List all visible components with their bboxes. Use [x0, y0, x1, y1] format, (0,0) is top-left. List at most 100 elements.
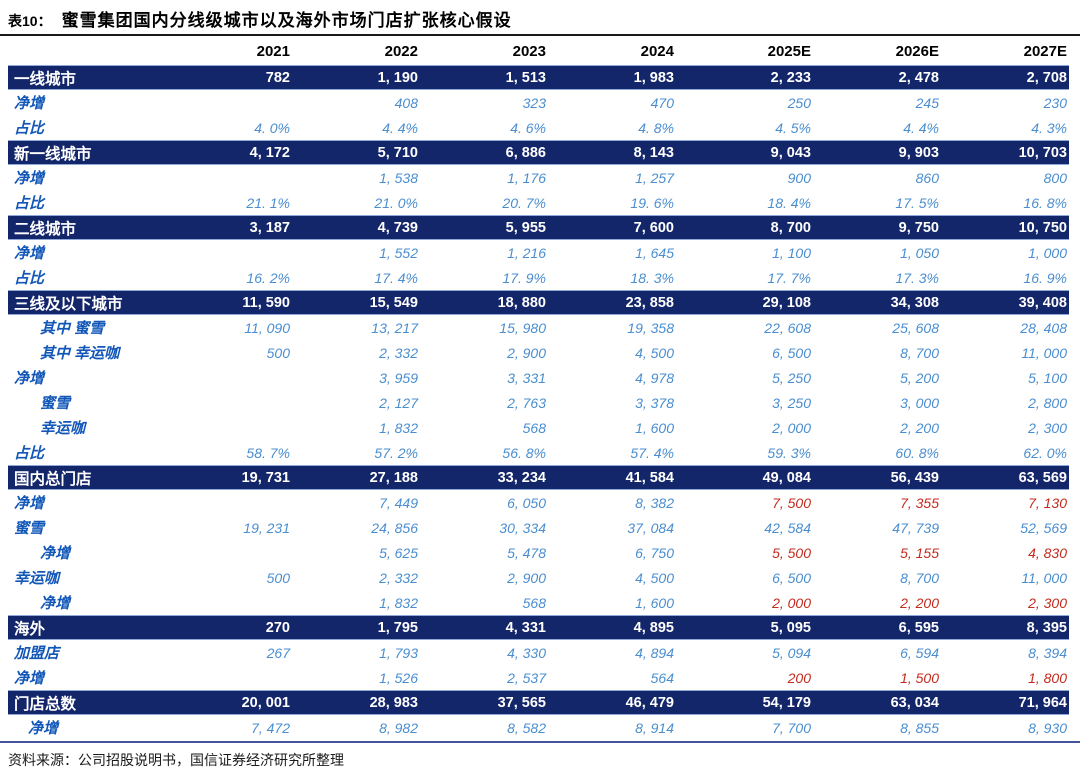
table-cell: 10, 750 [1018, 219, 1067, 236]
row-label: 其中 幸运咖 [40, 345, 120, 362]
table-row: 净增 1, 526 2, 537 564 200 1, 500 1, 800 [8, 665, 1069, 690]
table-cell: 2, 763 [507, 394, 546, 411]
row-label: 门店总数 [14, 695, 77, 713]
table-cell: 230 [1043, 94, 1067, 111]
table-row: 净增 3, 959 3, 331 4, 978 5, 250 5, 200 5, 100 [8, 365, 1069, 390]
table-cell: 900 [787, 169, 811, 186]
table-cell: 17. 4% [374, 269, 418, 286]
table-cell: 2, 478 [898, 69, 939, 86]
row-label: 国内总门店 [14, 470, 92, 488]
table-cell: 19, 731 [241, 469, 290, 486]
table-cell: 59. 3% [767, 444, 811, 461]
table-row: 加盟店 267 1, 793 4, 330 4, 894 5, 094 6, 594 8, 3… [8, 640, 1069, 665]
source-note: 资料来源：公司招股说明书，国信证券经济研究所整理 [8, 752, 344, 768]
table-cell: 245 [915, 94, 939, 111]
table-cell: 24, 856 [371, 519, 418, 536]
table-cell: 4. 3% [1031, 119, 1067, 136]
table-cell: 7, 355 [900, 494, 939, 511]
table-cell: 5, 094 [772, 644, 811, 661]
table-cell: 1, 645 [635, 244, 674, 261]
table-cell: 470 [650, 94, 674, 111]
table-row: 净增 1, 552 1, 216 1, 645 1, 100 1, 050 1, 000 [8, 240, 1069, 265]
row-label: 净增 [14, 95, 45, 112]
row-label: 海外 [14, 620, 46, 638]
row-label: 占比 [14, 270, 45, 287]
table-cell: 62. 0% [1023, 444, 1067, 461]
table-cell: 8, 394 [1028, 644, 1067, 661]
table-cell: 5, 500 [772, 544, 811, 561]
table-cell: 1, 000 [1028, 244, 1067, 261]
table-cell: 23, 858 [625, 294, 674, 311]
table-cell: 3, 331 [507, 369, 546, 386]
table-row: 占比 21. 1% 21. 0% 20. 7% 19. 6% 18. 4% 17. 5% 16… [8, 190, 1069, 215]
table-cell: 9, 043 [770, 144, 811, 161]
table-cell: 4, 500 [635, 569, 674, 586]
table-cell: 28, 983 [369, 694, 418, 711]
table-cell: 323 [522, 94, 546, 111]
table-cell: 3, 378 [635, 394, 674, 411]
table-row: 其中 幸运咖 500 2, 332 2, 900 4, 500 6, 500 8, 700 1… [8, 340, 1069, 365]
table-cell: 6, 886 [505, 144, 546, 161]
title-divider [0, 34, 1080, 36]
table-cell: 2, 332 [379, 569, 418, 586]
table-cell: 21. 0% [374, 194, 418, 211]
table-cell: 4. 0% [254, 119, 290, 136]
column-header: 2025E [767, 43, 811, 60]
table-title-row: 表10： 蜜雪集团国内分线级城市以及海外市场门店扩张核心假设 [0, 0, 1080, 34]
table-cell: 1, 795 [377, 619, 418, 636]
table-cell: 6, 500 [772, 569, 811, 586]
table-cell: 1, 832 [379, 594, 418, 611]
table-cell: 7, 130 [1028, 494, 1067, 511]
table-cell: 47, 739 [892, 519, 939, 536]
table-cell: 1, 500 [900, 669, 939, 686]
row-label: 蜜雪 [14, 520, 45, 537]
table-row: 净增 5, 625 5, 478 6, 750 5, 500 5, 155 4, 830 [8, 540, 1069, 565]
table-cell: 4, 894 [635, 644, 674, 661]
table-cell: 267 [266, 644, 290, 661]
table-cell: 4. 4% [382, 119, 418, 136]
table-cell: 19. 6% [630, 194, 674, 211]
table-cell: 8, 930 [1028, 719, 1067, 736]
table-cell: 568 [522, 594, 546, 611]
store-expansion-table: 2021 2022 2023 2024 2025E 2026E 2027E 一线城市 782 1… [8, 38, 1069, 740]
table-cell: 500 [266, 344, 290, 361]
table-cell: 20, 001 [241, 694, 290, 711]
table-cell: 63, 569 [1018, 469, 1067, 486]
table-cell: 1, 983 [633, 69, 674, 86]
table-cell: 17. 7% [767, 269, 811, 286]
table-cell: 3, 250 [772, 394, 811, 411]
table-cell: 54, 179 [762, 694, 811, 711]
table-cell: 8, 395 [1026, 619, 1067, 636]
table-row: 二线城市 3, 187 4, 739 5, 955 7, 600 8, 700 9, 750… [8, 215, 1069, 240]
row-label: 净增 [14, 370, 45, 387]
page-title: 蜜雪集团国内分线级城市以及海外市场门店扩张核心假设 [61, 11, 512, 30]
table-row: 海外 270 1, 795 4, 331 4, 895 5, 095 6, 595 8, 39… [8, 615, 1069, 640]
row-label: 占比 [14, 195, 45, 212]
row-label: 净增 [14, 495, 45, 512]
table-cell: 4. 4% [903, 119, 939, 136]
row-label: 新一线城市 [14, 145, 92, 163]
table-cell: 29, 108 [762, 294, 811, 311]
table-cell: 25, 608 [892, 319, 939, 336]
table-cell: 21. 1% [246, 194, 290, 211]
table-cell: 3, 000 [900, 394, 939, 411]
table-cell: 5, 155 [900, 544, 939, 561]
table-cell: 11, 590 [242, 294, 290, 311]
table-cell: 17. 9% [502, 269, 546, 286]
table-row: 三线及以下城市 11, 590 15, 549 18, 880 23, 858 29, 1… [8, 290, 1069, 315]
table-cell: 41, 584 [625, 469, 674, 486]
table-cell: 8, 382 [635, 494, 674, 511]
table-cell: 4, 830 [1028, 544, 1067, 561]
table-cell: 564 [650, 669, 674, 686]
table-cell: 1, 190 [377, 69, 418, 86]
row-label: 一线城市 [14, 70, 77, 88]
table-cell: 57. 2% [374, 444, 418, 461]
table-cell: 27, 188 [369, 469, 418, 486]
table-cell: 2, 200 [900, 594, 939, 611]
table-cell: 52, 569 [1020, 519, 1067, 536]
table-row: 其中 蜜雪 11, 090 13, 217 15, 980 19, 358 22, 608… [8, 315, 1069, 340]
table-cell: 56, 439 [890, 469, 939, 486]
table-cell: 33, 234 [497, 469, 546, 486]
table-cell: 2, 233 [770, 69, 811, 86]
table-cell: 8, 700 [900, 344, 939, 361]
